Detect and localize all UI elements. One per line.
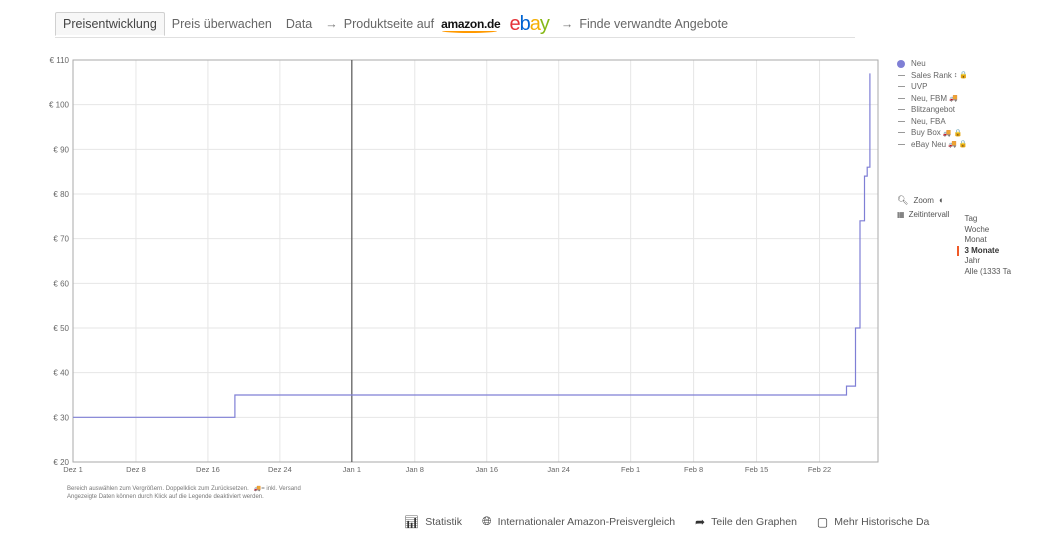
x-tick-label: Jan 16 — [475, 465, 498, 474]
legend-flag-icon: 🚚 🔒 — [948, 141, 968, 149]
y-tick-label: € 30 — [53, 413, 69, 422]
x-tick-label: Feb 15 — [745, 465, 768, 474]
history-button[interactable]: ▢ Mehr Historische Da — [816, 514, 930, 529]
zoom-label: Zoom — [913, 195, 934, 205]
legend-label: Neu, FBA — [911, 116, 946, 126]
x-tick-label: Jan 8 — [406, 465, 424, 474]
legend-label: Neu, FBM — [911, 93, 948, 103]
y-tick-label: € 100 — [49, 101, 70, 110]
series-line-neu — [73, 73, 871, 418]
legend-label: UVP — [911, 82, 928, 92]
y-tick-label: € 110 — [50, 56, 70, 65]
y-tick-label: € 90 — [53, 145, 69, 154]
tab-preisentwicklung[interactable]: Preisentwicklung — [55, 11, 165, 36]
legend-label: Blitzangebot — [911, 105, 956, 115]
legend-swatch — [898, 97, 905, 99]
x-tick-label: Dez 8 — [126, 465, 146, 474]
legend-flag-icon: 🚚 — [949, 95, 958, 103]
legend-flag-icon: 🚚 🔒 — [942, 129, 963, 137]
x-tick-label: Jan 24 — [547, 465, 570, 474]
legend-item-blitzangebot[interactable]: Blitzangebot — [897, 104, 1056, 116]
plot-border — [72, 59, 879, 463]
chart-controls: 🔍︎ Zoom ◐ ▦ Zeitintervall Tag Woche Monat 3… — [897, 193, 1011, 277]
ebay-logo[interactable]: ebay — [509, 12, 549, 35]
legend-swatch — [898, 132, 905, 134]
arrow-icon: → — [325, 16, 338, 31]
range-option[interactable]: Alle (1333 Ta — [964, 266, 1012, 276]
range-options: Tag Woche Monat 3 Monate Jahr Alle (1333 Ta — [957, 214, 1011, 277]
y-tick-label: € 60 — [53, 279, 69, 288]
note-legend: Angezeigte Daten können durch Klick auf … — [67, 494, 264, 500]
y-tick-label: € 80 — [53, 190, 69, 199]
document-icon: ▢ — [816, 514, 829, 529]
related-offers-link[interactable]: Finde verwandte Angebote — [579, 16, 729, 31]
x-tick-label: Dez 1 — [63, 465, 83, 474]
x-tick-label: Feb 1 — [621, 465, 640, 474]
legend-label: Buy Box — [911, 128, 941, 138]
legend-item-neu[interactable]: Neu — [897, 58, 1056, 70]
truck-icon: 🚚 — [253, 486, 262, 492]
legend-label: Neu — [911, 59, 926, 69]
legend-item-neu-fbm[interactable]: Neu, FBM 🚚 — [897, 93, 1056, 105]
legend-item-neu-fba[interactable]: Neu, FBA — [897, 116, 1056, 128]
y-tick-label: € 70 — [53, 235, 69, 244]
note-shipping: = inkl. Versand — [261, 486, 301, 492]
calendar-icon: ▦ — [897, 210, 905, 219]
range-option[interactable]: Jahr — [964, 256, 981, 265]
bar-chart-icon: 📊︎ — [404, 514, 420, 529]
x-tick-label: Jan 1 — [343, 465, 361, 474]
note-zoom: Bereich auswählen zum Vergrößern. Doppel… — [67, 486, 249, 492]
legend-swatch — [898, 109, 905, 111]
legend-item-sales-rank[interactable]: Sales Rank ↕ 🔒 — [897, 70, 1056, 82]
legend-swatch — [897, 59, 905, 68]
bottom-toolbar: 📊︎ Statistik 🌐︎ Internationaler Amazon-P… — [404, 514, 949, 529]
legend-label: eBay Neu — [911, 139, 947, 149]
legend-swatch — [898, 120, 905, 122]
y-tick-label: € 50 — [53, 324, 69, 333]
toggle-icon: ◐ — [938, 195, 945, 205]
legend-item-ebay-neu[interactable]: eBay Neu 🚚 🔒 — [897, 139, 1056, 151]
legend-label: Sales Rank — [911, 70, 952, 80]
statistik-button[interactable]: 📊︎ Statistik — [404, 514, 462, 529]
intl-compare-button[interactable]: 🌐︎ Internationaler Amazon-Preisvergleich — [482, 514, 676, 528]
x-tick-label: Dez 16 — [196, 465, 220, 474]
plot-area — [72, 59, 879, 463]
range-option[interactable]: 3 Monate — [957, 245, 1011, 256]
arrow-icon: → — [560, 16, 574, 31]
magnifier-icon: 🔍︎ — [897, 194, 909, 205]
share-icon: ➦ — [695, 514, 706, 529]
x-tick-label: Dez 24 — [268, 465, 292, 474]
legend-item-uvp[interactable]: UVP — [897, 81, 1056, 93]
tab-preis-ueberwachen[interactable]: Preis überwachen — [171, 16, 272, 31]
range-option[interactable]: Monat — [964, 235, 987, 244]
chart-notes: Bereich auswählen zum Vergrößern. Doppel… — [67, 485, 301, 501]
range-option[interactable]: Woche — [964, 224, 990, 234]
tab-bar: Preisentwicklung Preis überwachen Data →… — [55, 10, 855, 38]
amazon-logo[interactable]: amazon.de — [441, 16, 501, 33]
legend-flag-icon: ↕ 🔒 — [953, 72, 969, 80]
x-tick-label: Feb 8 — [684, 465, 703, 474]
tab-data[interactable]: Data — [285, 16, 313, 31]
share-graph-button[interactable]: ➦ Teile den Graphen — [695, 514, 797, 529]
legend-swatch — [898, 74, 905, 76]
y-tick-label: € 40 — [53, 369, 69, 378]
product-page-link[interactable]: Produktseite auf — [343, 16, 435, 31]
x-tick-label: Feb 22 — [808, 465, 831, 474]
chart-legend: Neu Sales Rank ↕ 🔒 UVP Neu, FBM 🚚 Blitzangebot… — [897, 58, 1056, 150]
legend-swatch — [898, 86, 905, 88]
globe-icon: 🌐︎ — [482, 514, 492, 528]
legend-swatch — [898, 143, 905, 145]
zoom-toggle[interactable]: 🔍︎ Zoom ◐ — [897, 193, 1011, 207]
y-tick-label: € 20 — [53, 458, 69, 467]
legend-item-buy-box[interactable]: Buy Box 🚚 🔒 — [897, 127, 1056, 139]
range-label: ▦ Zeitintervall — [897, 210, 949, 277]
range-option[interactable]: Tag — [964, 214, 978, 223]
